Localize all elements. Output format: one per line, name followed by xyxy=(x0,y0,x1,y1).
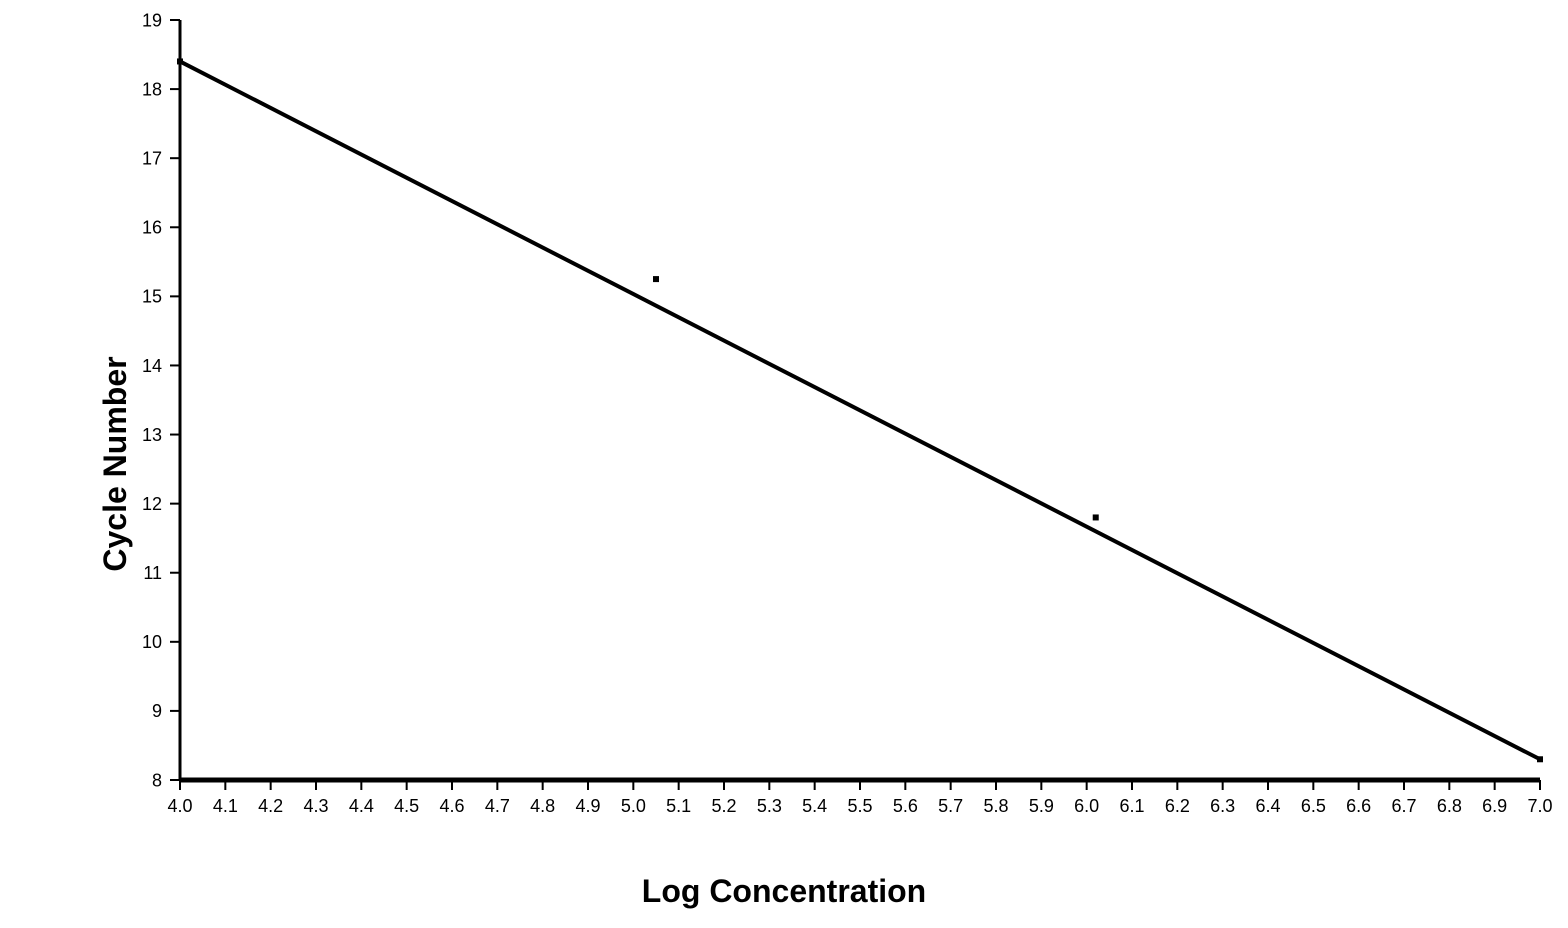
data-point xyxy=(653,276,659,282)
chart-container: Cycle Number Log Concentration 8 9 10 11 12 1… xyxy=(0,0,1568,928)
y-tick-label: 18 xyxy=(142,79,162,99)
x-tick-label: 4.9 xyxy=(575,796,600,816)
x-tick-label: 4.1 xyxy=(213,796,238,816)
x-tick-label: 4.5 xyxy=(394,796,419,816)
y-tick-label: 10 xyxy=(142,632,162,652)
x-tick-label: 4.4 xyxy=(349,796,374,816)
y-tick-label: 12 xyxy=(142,494,162,514)
x-tick-label: 5.0 xyxy=(621,796,646,816)
y-tick-label: 15 xyxy=(142,287,162,307)
x-tick-label: 4.3 xyxy=(303,796,328,816)
x-tick-label: 5.8 xyxy=(983,796,1008,816)
x-tick-label: 5.9 xyxy=(1029,796,1054,816)
data-point xyxy=(177,58,183,64)
x-tick-label: 6.8 xyxy=(1437,796,1462,816)
y-tick-label: 19 xyxy=(142,10,162,30)
x-tick-label: 6.2 xyxy=(1165,796,1190,816)
x-tick-label: 4.6 xyxy=(439,796,464,816)
data-point xyxy=(1093,514,1099,520)
y-tick-label: 14 xyxy=(142,356,162,376)
x-tick-label: 6.6 xyxy=(1346,796,1371,816)
x-tick-label: 5.1 xyxy=(666,796,691,816)
x-tick-label: 4.7 xyxy=(485,796,510,816)
y-axis-label: Cycle Number xyxy=(97,356,134,571)
x-tick-label: 4.8 xyxy=(530,796,555,816)
x-tick-label: 5.5 xyxy=(847,796,872,816)
x-tick-label: 4.0 xyxy=(167,796,192,816)
y-tick-label: 8 xyxy=(152,770,162,790)
x-axis-label: Log Concentration xyxy=(642,873,926,910)
x-tick-label: 6.7 xyxy=(1391,796,1416,816)
x-tick-label: 5.3 xyxy=(757,796,782,816)
x-tick-label: 5.2 xyxy=(711,796,736,816)
regression-line xyxy=(180,61,1540,759)
y-tick-label: 13 xyxy=(142,425,162,445)
x-tick-label: 4.2 xyxy=(258,796,283,816)
scatter-plot: 8 9 10 11 12 13 14 15 16 17 18 19 4.0 4.1 4.2 4.3 4.4 4.5… xyxy=(0,0,1568,928)
x-tick-label: 5.7 xyxy=(938,796,963,816)
x-tick-label: 6.3 xyxy=(1210,796,1235,816)
y-tick-label: 11 xyxy=(143,563,162,583)
x-tick-label: 6.9 xyxy=(1482,796,1507,816)
x-tick-label: 6.1 xyxy=(1119,796,1144,816)
x-tick-label: 6.5 xyxy=(1301,796,1326,816)
x-tick-label: 6.0 xyxy=(1074,796,1099,816)
x-tick-label: 5.6 xyxy=(893,796,918,816)
x-tick-label: 6.4 xyxy=(1255,796,1280,816)
y-tick-label: 17 xyxy=(142,148,162,168)
y-tick-label: 16 xyxy=(142,218,162,238)
x-tick-label: 7.0 xyxy=(1527,796,1552,816)
y-tick-label: 9 xyxy=(152,701,162,721)
x-tick-label: 5.4 xyxy=(802,796,827,816)
data-point xyxy=(1537,756,1543,762)
